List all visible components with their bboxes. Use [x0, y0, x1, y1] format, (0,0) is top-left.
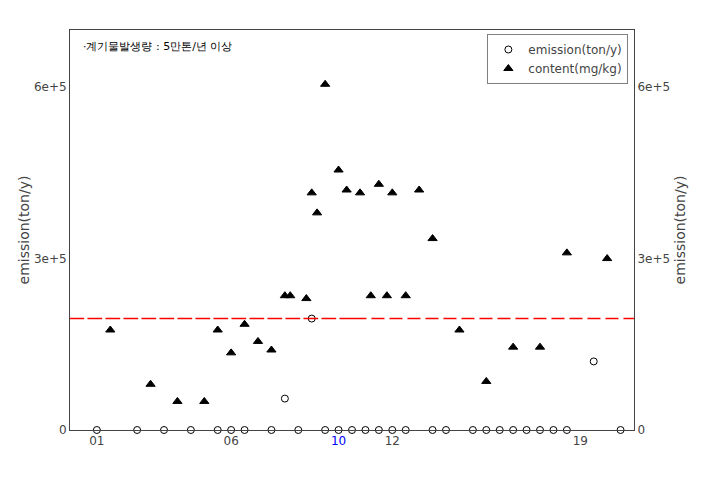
- svg-text:12: 12: [385, 434, 400, 448]
- svg-text:3e+5: 3e+5: [34, 252, 67, 266]
- svg-text:emission(ton/y): emission(ton/y): [672, 176, 688, 285]
- svg-text:emission(ton/y): emission(ton/y): [528, 43, 621, 57]
- svg-text:01: 01: [89, 434, 104, 448]
- svg-text:19: 19: [573, 434, 588, 448]
- svg-text:6e+5: 6e+5: [34, 80, 67, 94]
- svg-text:0: 0: [59, 423, 67, 437]
- svg-text:content(mg/kg): content(mg/kg): [528, 62, 621, 76]
- svg-text:6e+5: 6e+5: [637, 80, 670, 94]
- svg-text:emission(ton/y): emission(ton/y): [16, 176, 32, 285]
- svg-text:·계기물발생량 : 5만톤/년 이상: ·계기물발생량 : 5만톤/년 이상: [83, 40, 232, 53]
- svg-text:06: 06: [223, 434, 238, 448]
- svg-text:3e+5: 3e+5: [637, 252, 670, 266]
- svg-text:0: 0: [637, 423, 645, 437]
- svg-text:10: 10: [331, 434, 346, 448]
